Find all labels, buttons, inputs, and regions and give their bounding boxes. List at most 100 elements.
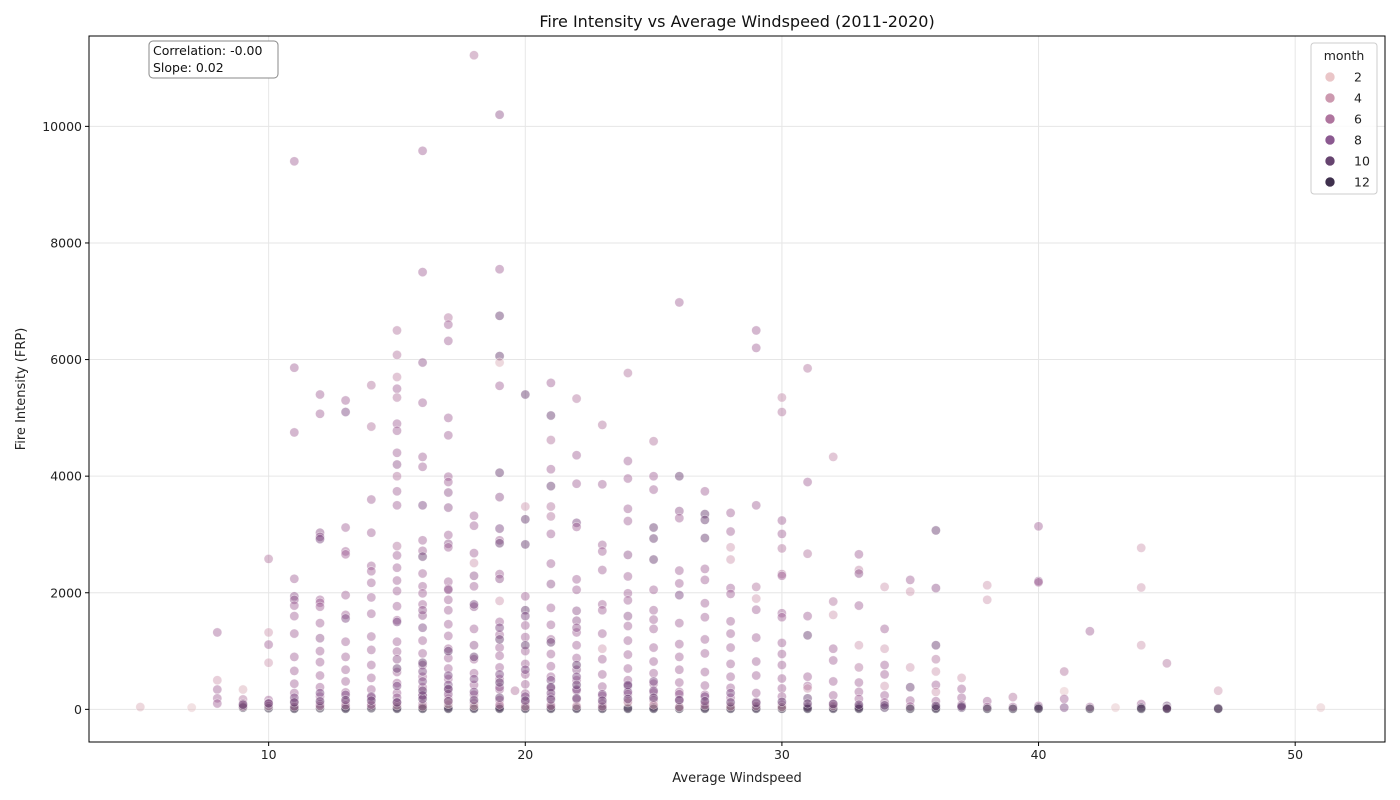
x-axis-ticks: 10 20 30 40 50: [261, 742, 1303, 762]
data-point: [879, 582, 890, 592]
data-point: [238, 684, 248, 695]
data-point: [700, 598, 710, 609]
data-point: [366, 684, 377, 695]
data-point: [392, 681, 402, 691]
data-point: [597, 695, 608, 706]
data-point: [443, 430, 454, 441]
data-point: [417, 568, 428, 579]
data-point: [725, 688, 736, 698]
data-point: [340, 613, 351, 624]
data-point: [546, 692, 556, 702]
data-point: [571, 393, 582, 404]
data-point: [956, 692, 967, 703]
data-point: [879, 624, 890, 634]
data-point: [623, 503, 633, 514]
data-point: [802, 703, 813, 714]
data-point: [494, 677, 505, 688]
data-point: [648, 533, 659, 544]
data-point: [674, 695, 685, 705]
data-point: [546, 511, 556, 522]
data-point: [725, 628, 736, 639]
data-point: [494, 699, 505, 710]
annotation-box-frame: [148, 40, 279, 79]
data-point: [417, 622, 428, 633]
data-point: [674, 506, 685, 516]
data-point: [392, 697, 402, 708]
data-point: [520, 703, 531, 714]
data-point: [648, 668, 659, 679]
legend-marker: [1324, 176, 1336, 188]
data-point: [392, 447, 402, 458]
data-point: [315, 633, 325, 644]
data-point: [469, 668, 479, 679]
data-point: [700, 612, 710, 623]
data-point: [392, 418, 402, 429]
data-point: [623, 611, 633, 621]
data-point: [725, 554, 736, 565]
data-point: [623, 571, 633, 582]
data-point: [494, 622, 505, 633]
data-point: [751, 698, 762, 708]
data-point: [289, 697, 300, 708]
data-point: [777, 407, 787, 417]
data-point: [802, 681, 813, 691]
data-point: [340, 636, 351, 647]
data-point: [443, 477, 454, 487]
data-point: [623, 456, 633, 466]
data-point: [879, 700, 890, 711]
data-point: [417, 685, 428, 696]
data-point: [777, 515, 787, 526]
data-point: [751, 688, 762, 698]
data-point: [879, 669, 890, 680]
data-point: [623, 697, 633, 708]
data-point: [1136, 582, 1147, 593]
data-point: [289, 594, 300, 605]
data-points: [135, 50, 1326, 714]
data-point: [366, 380, 377, 391]
x-tick-label: 10: [261, 747, 277, 762]
data-point: [700, 667, 710, 677]
data-point: [469, 548, 479, 558]
data-point: [725, 508, 736, 518]
data-point: [571, 680, 582, 690]
y-tick-label: 8000: [50, 235, 82, 250]
data-point: [648, 484, 659, 495]
data-point: [982, 594, 993, 605]
data-point: [494, 357, 505, 368]
data-point: [469, 624, 479, 634]
data-point: [546, 603, 556, 613]
data-point: [571, 701, 582, 711]
legend-marker: [1324, 71, 1336, 83]
data-point: [1110, 702, 1121, 713]
data-point: [931, 703, 941, 714]
data-point: [777, 660, 787, 670]
data-point: [700, 486, 710, 497]
data-point: [1162, 703, 1172, 714]
data-point: [1213, 703, 1224, 714]
data-point: [648, 656, 659, 667]
data-point: [905, 575, 916, 585]
data-point: [982, 696, 993, 707]
data-point: [443, 319, 454, 330]
data-point: [417, 451, 428, 462]
data-point: [571, 615, 582, 626]
data-point: [443, 605, 454, 616]
data-point: [392, 425, 402, 436]
data-point: [494, 703, 505, 714]
data-point: [751, 582, 762, 592]
data-point: [777, 570, 787, 581]
annotation-slope: Slope: 0.02: [153, 60, 224, 75]
data-point: [443, 699, 454, 709]
data-point: [854, 677, 864, 688]
data-point: [315, 534, 325, 544]
data-point: [546, 529, 556, 539]
data-point: [417, 703, 428, 714]
stats-annotation-box: Correlation: -0.00 Slope: 0.02: [148, 40, 279, 79]
data-point: [417, 694, 428, 704]
data-point: [674, 689, 685, 700]
data-point: [623, 550, 633, 560]
data-point: [700, 634, 710, 645]
data-point: [879, 660, 890, 670]
data-point: [417, 676, 428, 687]
